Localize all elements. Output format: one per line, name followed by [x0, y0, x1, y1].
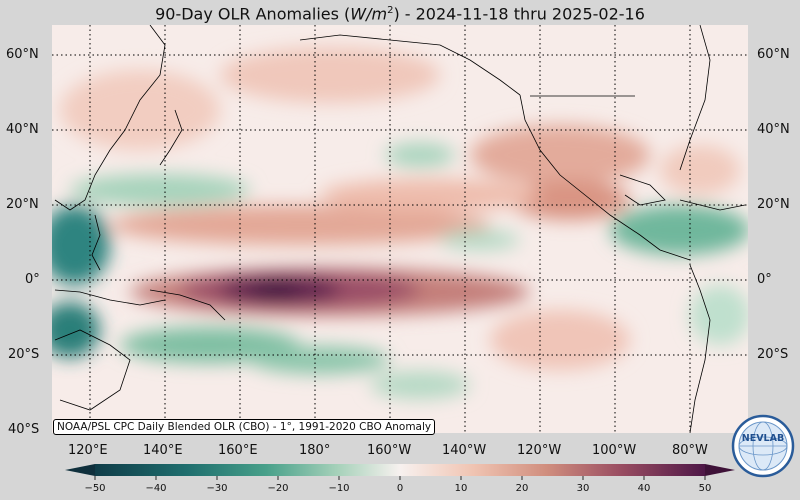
colorbar-tick: 30 — [576, 483, 590, 494]
colorbar-tick: −50 — [84, 483, 106, 494]
lat-label-20n-left: 20°N — [6, 197, 39, 212]
colorbar-tick: −10 — [328, 483, 350, 494]
source-caption: NOAA/PSL CPC Daily Blended OLR (CBO) - 1… — [53, 419, 436, 435]
lat-label-60n-left: 60°N — [6, 47, 39, 62]
colorbar-tick: 50 — [698, 483, 712, 494]
colorbar-tick: 0 — [396, 483, 404, 494]
lat-label-60n-right: 60°N — [757, 47, 790, 62]
lat-label-20s-right: 20°S — [757, 347, 789, 362]
indonesia-coastline — [54, 289, 166, 306]
colorbar-tick: 10 — [454, 483, 468, 494]
colorbar-body — [95, 464, 705, 476]
lat-label-40s-left: 40°S — [8, 422, 40, 437]
lat-label-eq-left: 0° — [25, 272, 40, 287]
lat-label-40n-right: 40°N — [757, 122, 790, 137]
colorbar-tick: 40 — [637, 483, 651, 494]
chart-title: 90-Day OLR Anomalies (W/m2) - 2024-11-18… — [155, 4, 645, 24]
us-east-coastline — [679, 25, 711, 171]
caribbean-coastline — [679, 199, 746, 211]
lon-label-100w: 100°W — [592, 443, 637, 458]
lon-label-160w: 160°W — [367, 443, 412, 458]
globe-logo-icon: NEVLAB — [731, 414, 795, 478]
australia-coastline — [54, 329, 131, 411]
alaska-coastline — [299, 34, 521, 96]
lat-label-20n-right: 20°N — [757, 197, 790, 212]
lat-label-20s-left: 20°S — [8, 347, 40, 362]
colorbar-low-extend — [65, 464, 95, 476]
philippines-coastline — [91, 214, 101, 271]
new-guinea-coastline — [149, 289, 226, 321]
logo-text: NEVLAB — [742, 433, 784, 444]
colorbar — [65, 464, 735, 480]
colorbar-tick: −30 — [206, 483, 228, 494]
lat-label-eq-right: 0° — [757, 272, 772, 287]
lon-label-120w: 120°W — [517, 443, 562, 458]
lat-label-40n-left: 40°N — [6, 122, 39, 137]
colorbar-tick: −40 — [145, 483, 167, 494]
colorbar-tick: 20 — [515, 483, 529, 494]
lon-label-160e: 160°E — [218, 443, 258, 458]
asia-coastline — [54, 25, 166, 211]
lon-label-120e: 120°E — [68, 443, 108, 458]
south-america-coastline — [689, 264, 711, 433]
japan-coastline — [159, 109, 183, 166]
lon-label-140w: 140°W — [442, 443, 487, 458]
lon-label-140e: 140°E — [143, 443, 183, 458]
colorbar-tick: −20 — [267, 483, 289, 494]
lon-label-180: 180° — [299, 443, 331, 458]
gulf-coastline — [619, 174, 666, 206]
colorbar-high-extend — [705, 464, 735, 476]
lon-label-80w: 80°W — [672, 443, 708, 458]
